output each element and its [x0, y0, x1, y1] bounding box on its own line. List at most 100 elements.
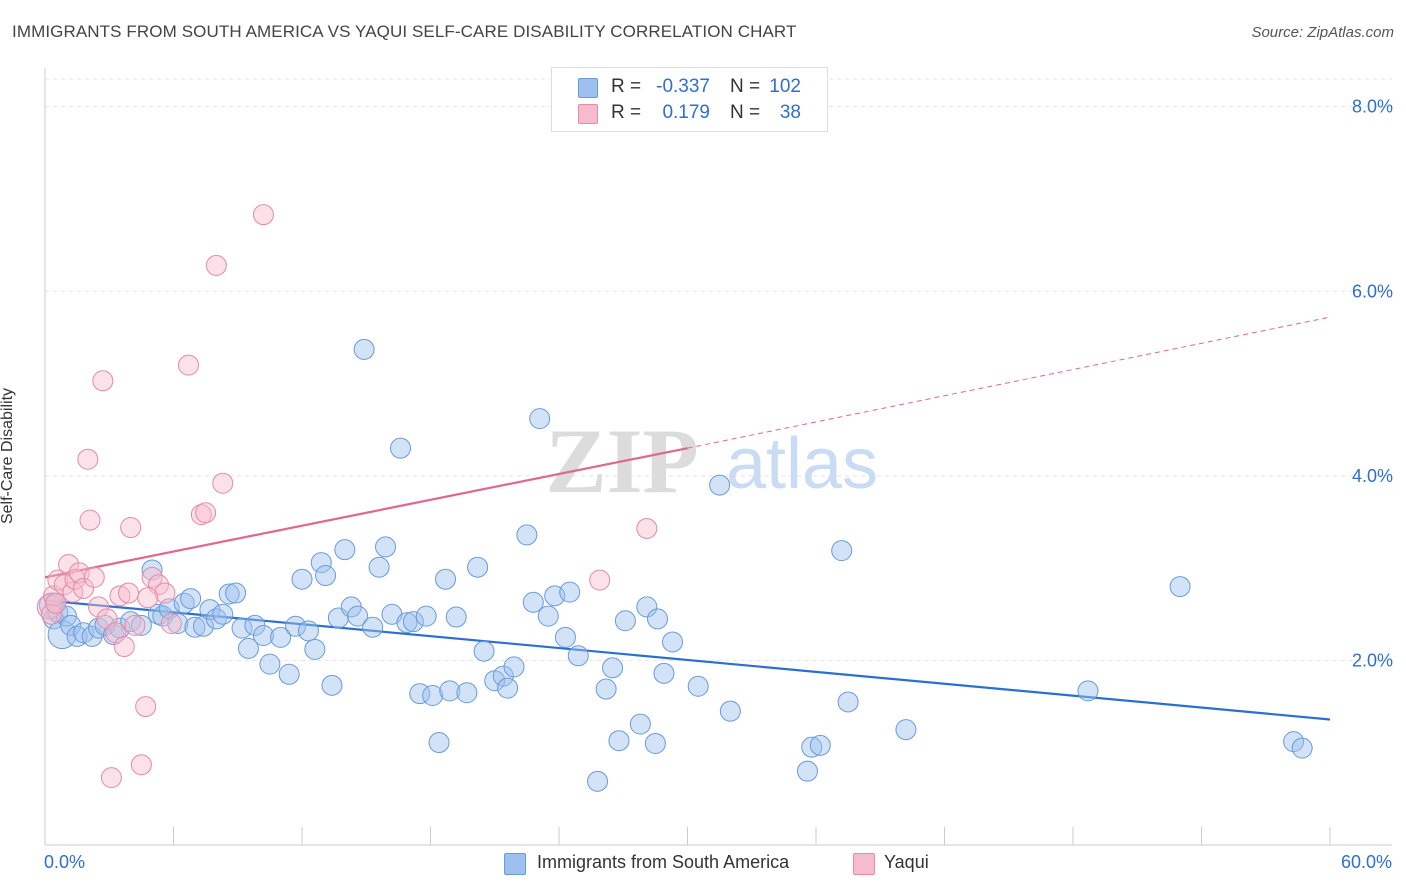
point-south-america [237, 637, 259, 659]
point-yaqui [83, 566, 105, 588]
point-yaqui [64, 568, 86, 590]
point-yaqui [120, 517, 142, 539]
point-south-america [334, 539, 356, 561]
point-yaqui [118, 582, 140, 604]
legend-r-label: R = [611, 102, 642, 123]
point-south-america [167, 613, 189, 635]
point-yaqui [124, 614, 146, 636]
point-south-america [60, 614, 82, 636]
point-south-america [396, 612, 418, 634]
point-south-america [529, 408, 551, 430]
legend-r-value: -0.337 [656, 76, 710, 97]
point-yaqui [88, 596, 110, 618]
point-south-america [537, 605, 559, 627]
point-yaqui [589, 569, 611, 591]
point-south-america [270, 626, 292, 648]
legend-n-value: 38 [779, 102, 801, 123]
point-south-america [837, 691, 859, 713]
point-yaqui [160, 613, 182, 635]
legend-n-label: N = [730, 102, 761, 123]
point-south-america [895, 719, 917, 741]
point-south-america [218, 583, 240, 605]
legend-swatch-blue [578, 78, 598, 98]
legend-swatch-pink [578, 104, 598, 124]
point-south-america [439, 680, 461, 702]
legend-n-label: N = [730, 76, 761, 97]
point-south-america [1291, 737, 1313, 759]
legend-r-value: 0.179 [662, 102, 710, 123]
point-south-america [291, 568, 313, 590]
legend-n-value: 102 [769, 76, 801, 97]
point-south-america [192, 615, 214, 637]
x-tick-label-min: 0.0% [44, 852, 86, 872]
trend-lines [44, 316, 1331, 721]
point-south-america [315, 565, 337, 587]
trend-line-yaqui-extension [687, 316, 1331, 449]
point-south-america [252, 625, 274, 647]
bottom-legend-swatch-blue [504, 853, 526, 875]
point-south-america [402, 611, 424, 633]
point-yaqui [212, 472, 234, 494]
point-yaqui [177, 354, 199, 376]
point-south-america [456, 682, 478, 704]
point-south-america [636, 596, 658, 618]
point-south-america [831, 540, 853, 562]
point-south-america [653, 662, 675, 684]
y-tick-label: 6.0% [1352, 281, 1393, 301]
y-tick-label: 4.0% [1352, 466, 1393, 486]
point-south-america [559, 581, 581, 603]
legend-r-label: R = [611, 76, 642, 97]
point-south-america [662, 631, 684, 653]
point-south-america [1169, 576, 1191, 598]
data-points [36, 204, 1313, 792]
point-south-america [608, 730, 630, 752]
point-south-america [1283, 731, 1305, 753]
y-tick-label: 8.0% [1352, 97, 1393, 117]
point-yaqui [137, 587, 159, 609]
point-yaqui [109, 585, 131, 607]
point-south-america [362, 616, 384, 638]
point-south-america [647, 608, 669, 630]
point-yaqui [79, 509, 101, 531]
y-tick-labels: 2.0% 4.0% 6.0% 8.0% [1352, 97, 1393, 671]
point-yaqui [73, 577, 95, 599]
source-credit: Source: ZipAtlas.com [1251, 24, 1394, 41]
point-south-america [629, 713, 651, 735]
bottom-legend-label: Yaqui [884, 852, 929, 872]
point-south-america [304, 638, 326, 660]
point-south-america [796, 760, 818, 782]
trend-line-yaqui [44, 447, 688, 579]
legend-row-yaqui: R = 0.179 N = 38 [552, 102, 827, 126]
point-south-america [212, 603, 234, 625]
point-south-america [595, 678, 617, 700]
point-south-america [368, 556, 390, 578]
point-south-america [428, 732, 450, 754]
grid-lines [45, 78, 1392, 661]
point-south-america [522, 591, 544, 613]
point-south-america [225, 582, 247, 604]
point-south-america [310, 552, 332, 574]
point-south-america [259, 653, 281, 675]
point-south-america [278, 663, 300, 685]
trend-line-south-america [44, 599, 1331, 721]
point-south-america [184, 616, 206, 638]
point-south-america [567, 645, 589, 667]
bottom-legend-swatch-pink [853, 853, 875, 875]
point-south-america [353, 338, 375, 360]
point-south-america [445, 606, 467, 628]
point-yaqui [636, 517, 658, 539]
point-yaqui [135, 696, 157, 718]
x-tick-label-max: 60.0% [1340, 852, 1392, 872]
correlation-legend: R = -0.337 N = 102 R = 0.179 N = 38 [551, 67, 828, 132]
point-south-america [516, 524, 538, 546]
point-south-america [285, 615, 307, 637]
point-south-america [719, 700, 741, 722]
point-yaqui [195, 502, 217, 524]
point-south-america [434, 568, 456, 590]
point-south-america [602, 657, 624, 679]
point-south-america [422, 684, 444, 706]
point-south-america [801, 736, 823, 758]
point-south-america [614, 610, 636, 632]
point-south-america [473, 640, 495, 662]
point-yaqui [100, 767, 122, 789]
